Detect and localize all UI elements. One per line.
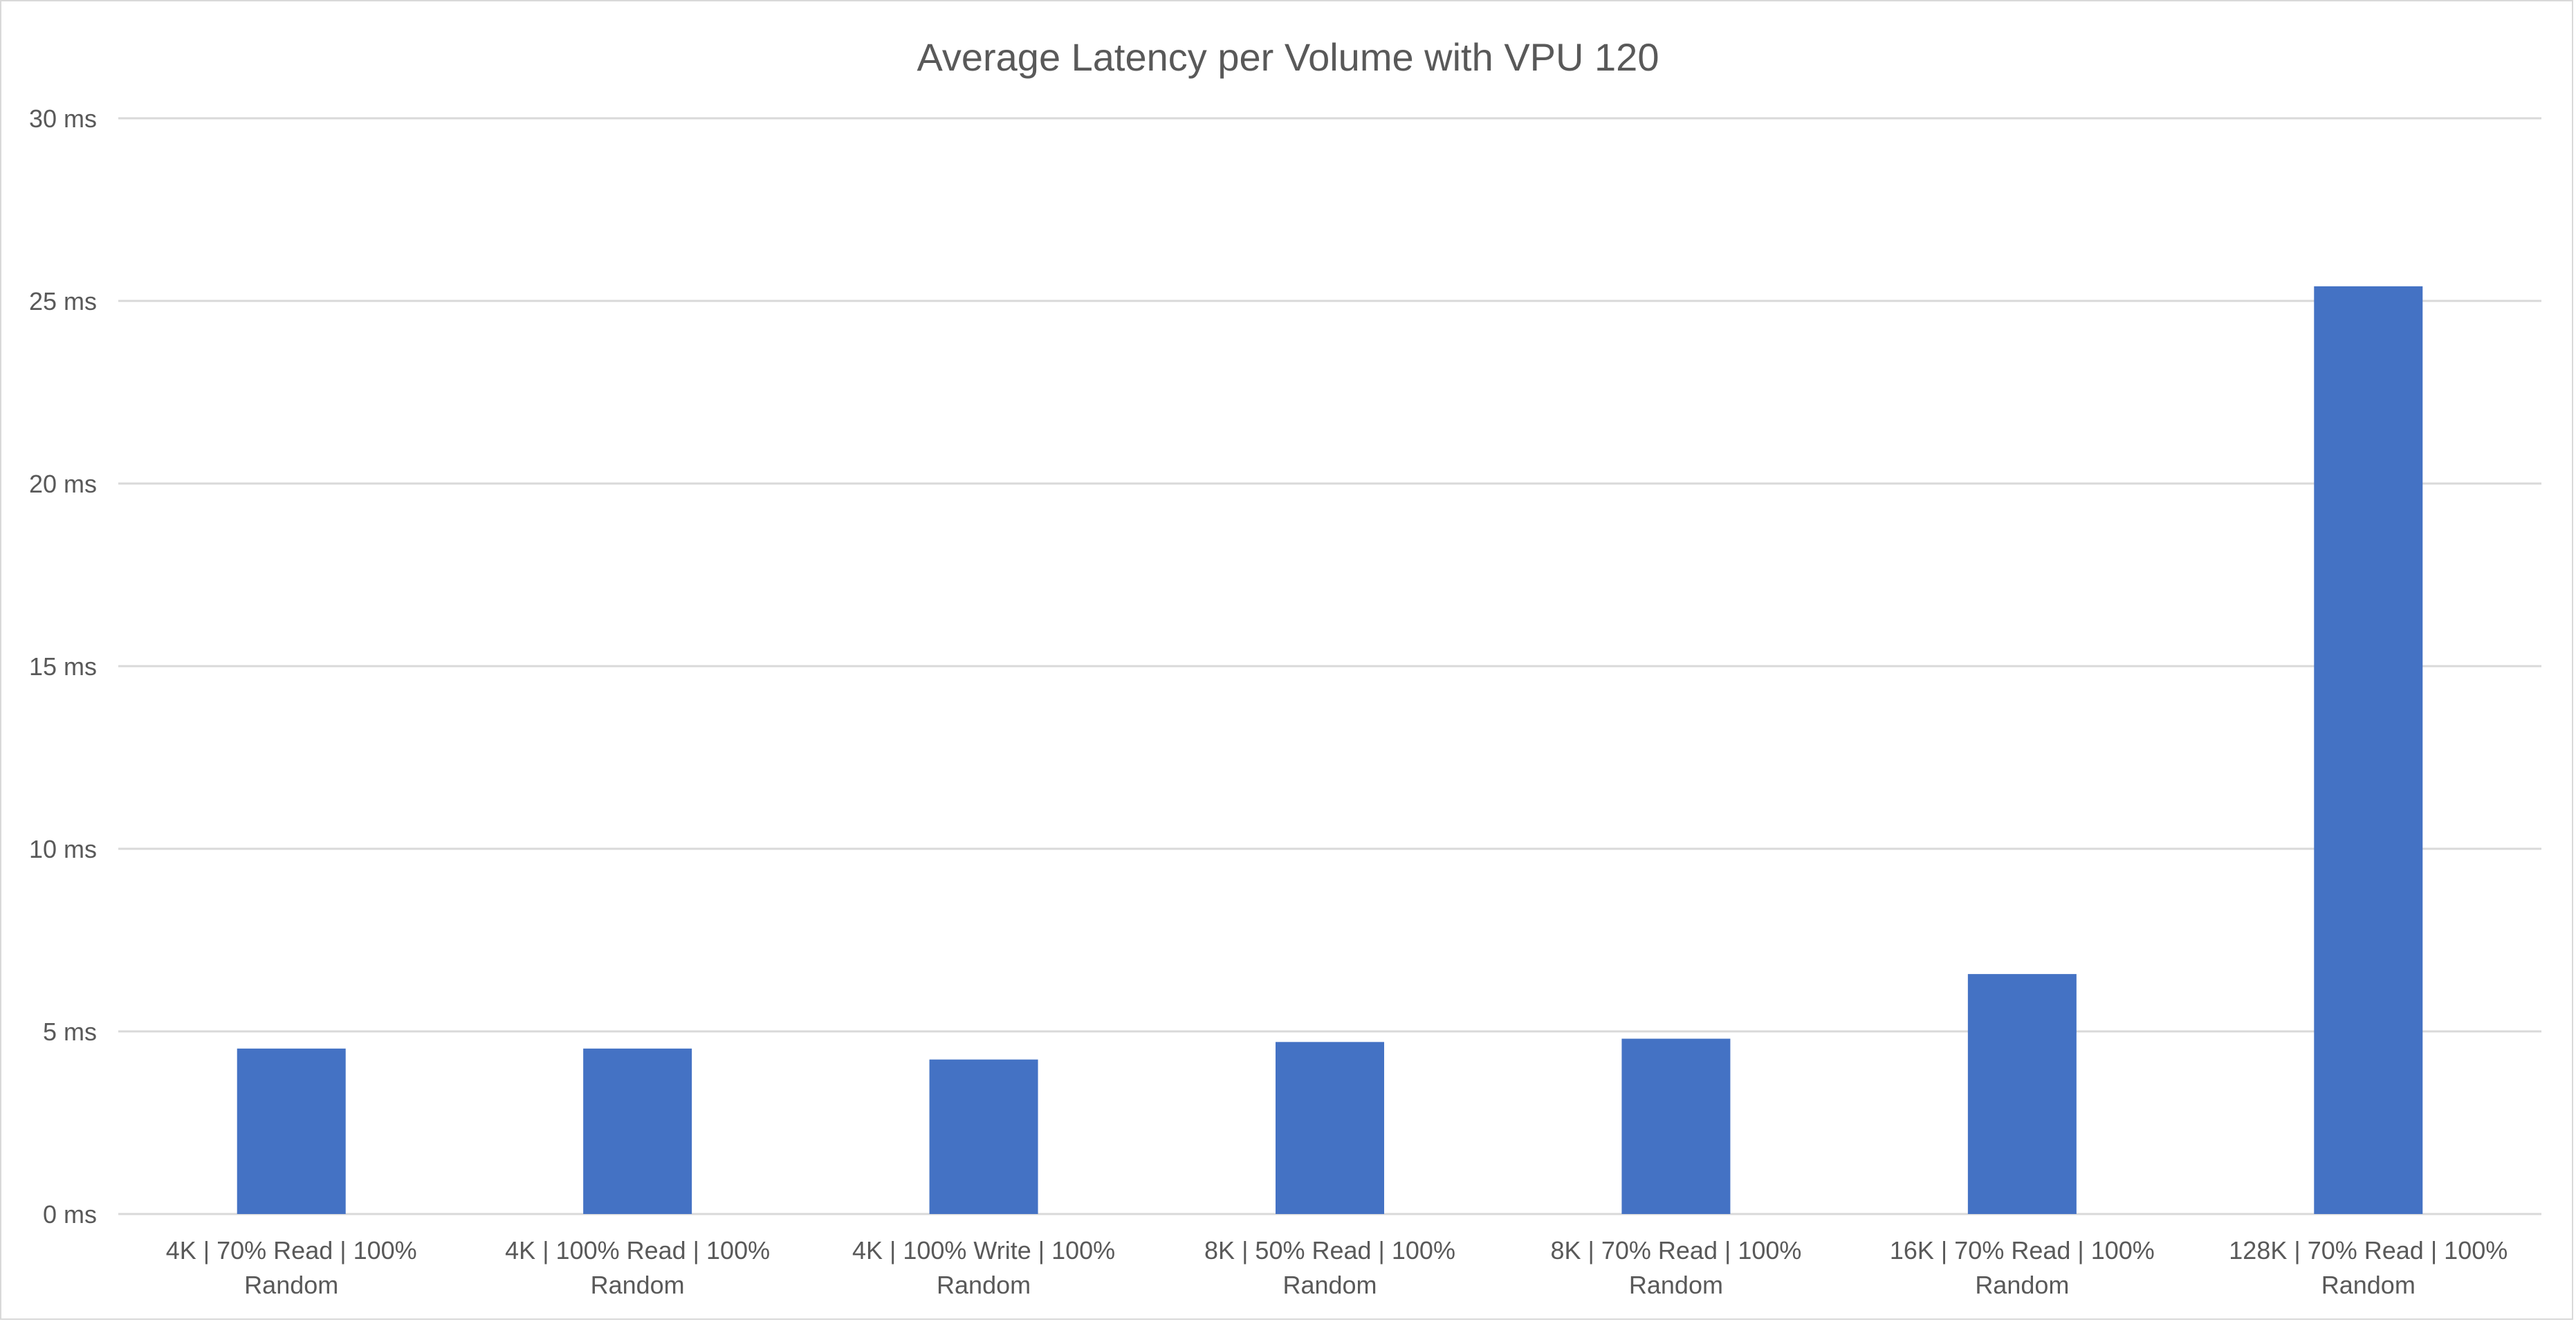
bar	[237, 1048, 346, 1214]
x-tick-label-line: Random	[1282, 1271, 1377, 1299]
y-tick-label: 25 ms	[29, 287, 97, 315]
x-tick-label: 4K | 100% Write | 100% Random	[852, 1236, 1115, 1299]
x-tick-label-line: 4K | 70% Read | 100%	[166, 1236, 417, 1265]
bar	[1276, 1042, 1384, 1214]
y-tick-label: 20 ms	[29, 470, 97, 498]
x-tick-label: 4K | 70% Read | 100% Random	[166, 1236, 417, 1299]
gridlines	[118, 117, 2541, 1215]
x-tick-label: 8K | 50% Read | 100% Random	[1204, 1236, 1455, 1299]
x-tick-label-line: Random	[591, 1271, 685, 1299]
bar	[583, 1048, 692, 1214]
y-axis-ticks: 0 ms 5 ms 10 ms 15 ms 20 ms 25 ms 30 ms	[29, 104, 97, 1229]
x-tick-label: 8K | 70% Read | 100% Random	[1550, 1236, 1801, 1299]
x-tick-label: 16K | 70% Read | 100% Random	[1890, 1236, 2155, 1299]
bar	[2314, 286, 2423, 1214]
x-tick-label: 4K | 100% Read | 100% Random	[505, 1236, 770, 1299]
y-tick-label: 5 ms	[43, 1018, 97, 1046]
x-tick-label-line: Random	[244, 1271, 338, 1299]
y-tick-label: 0 ms	[43, 1200, 97, 1229]
x-tick-label-line: 128K | 70% Read | 100%	[2229, 1236, 2508, 1265]
x-tick-label-line: 8K | 70% Read | 100%	[1550, 1236, 1801, 1265]
y-tick-label: 15 ms	[29, 652, 97, 681]
bar	[929, 1059, 1038, 1214]
x-tick-label-line: 4K | 100% Read | 100%	[505, 1236, 770, 1265]
x-tick-label-line: 4K | 100% Write | 100%	[852, 1236, 1115, 1265]
x-tick-label-line: Random	[2321, 1271, 2416, 1299]
x-tick-label-line: 16K | 70% Read | 100%	[1890, 1236, 2155, 1265]
y-tick-label: 30 ms	[29, 104, 97, 133]
x-tick-label-line: Random	[1975, 1271, 2069, 1299]
bars	[237, 286, 2423, 1214]
x-tick-label-line: Random	[937, 1271, 1031, 1299]
bar	[1967, 974, 2077, 1214]
y-tick-label: 10 ms	[29, 835, 97, 863]
x-tick-label-line: Random	[1629, 1271, 1723, 1299]
x-tick-label-line: 8K | 50% Read | 100%	[1204, 1236, 1455, 1265]
chart-title: Average Latency per Volume with VPU 120	[917, 35, 1659, 79]
x-tick-label: 128K | 70% Read | 100% Random	[2229, 1236, 2508, 1299]
bar	[1621, 1038, 1731, 1214]
